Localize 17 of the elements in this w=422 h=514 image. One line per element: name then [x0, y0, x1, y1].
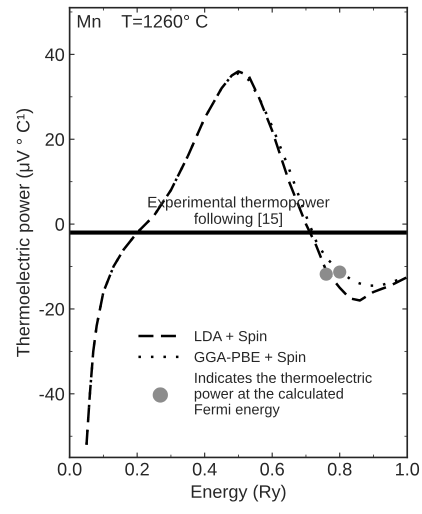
x-tick-label: 0.6: [260, 462, 284, 476]
x-tick-label: 0.8: [328, 462, 352, 476]
legend-label: Indicates the thermoelectric power at the calculated Fermi energy: [194, 372, 372, 418]
annotation: Mn T=1260° C: [78, 14, 208, 28]
x-tick-label: 1.0: [396, 462, 420, 476]
x-tick-label: 0.2: [125, 462, 149, 476]
y-tick-label: 0: [55, 218, 64, 231]
y-tick-label: 40: [45, 48, 64, 62]
x-tick-label: 0.0: [58, 462, 82, 476]
y-tick-label: 20: [46, 133, 64, 146]
y-tick-label: -40: [39, 388, 64, 401]
legend-label: GGA-PBE + Spin: [194, 351, 306, 366]
y-tick-label: -20: [39, 302, 64, 316]
x-axis-title: Energy (Ry): [192, 484, 286, 502]
y-axis-title: Thermoelectric power (μV ° C¹): [16, 109, 34, 357]
x-tick-label: 0.4: [192, 462, 217, 476]
legend-label: LDA + Spin: [195, 330, 266, 344]
